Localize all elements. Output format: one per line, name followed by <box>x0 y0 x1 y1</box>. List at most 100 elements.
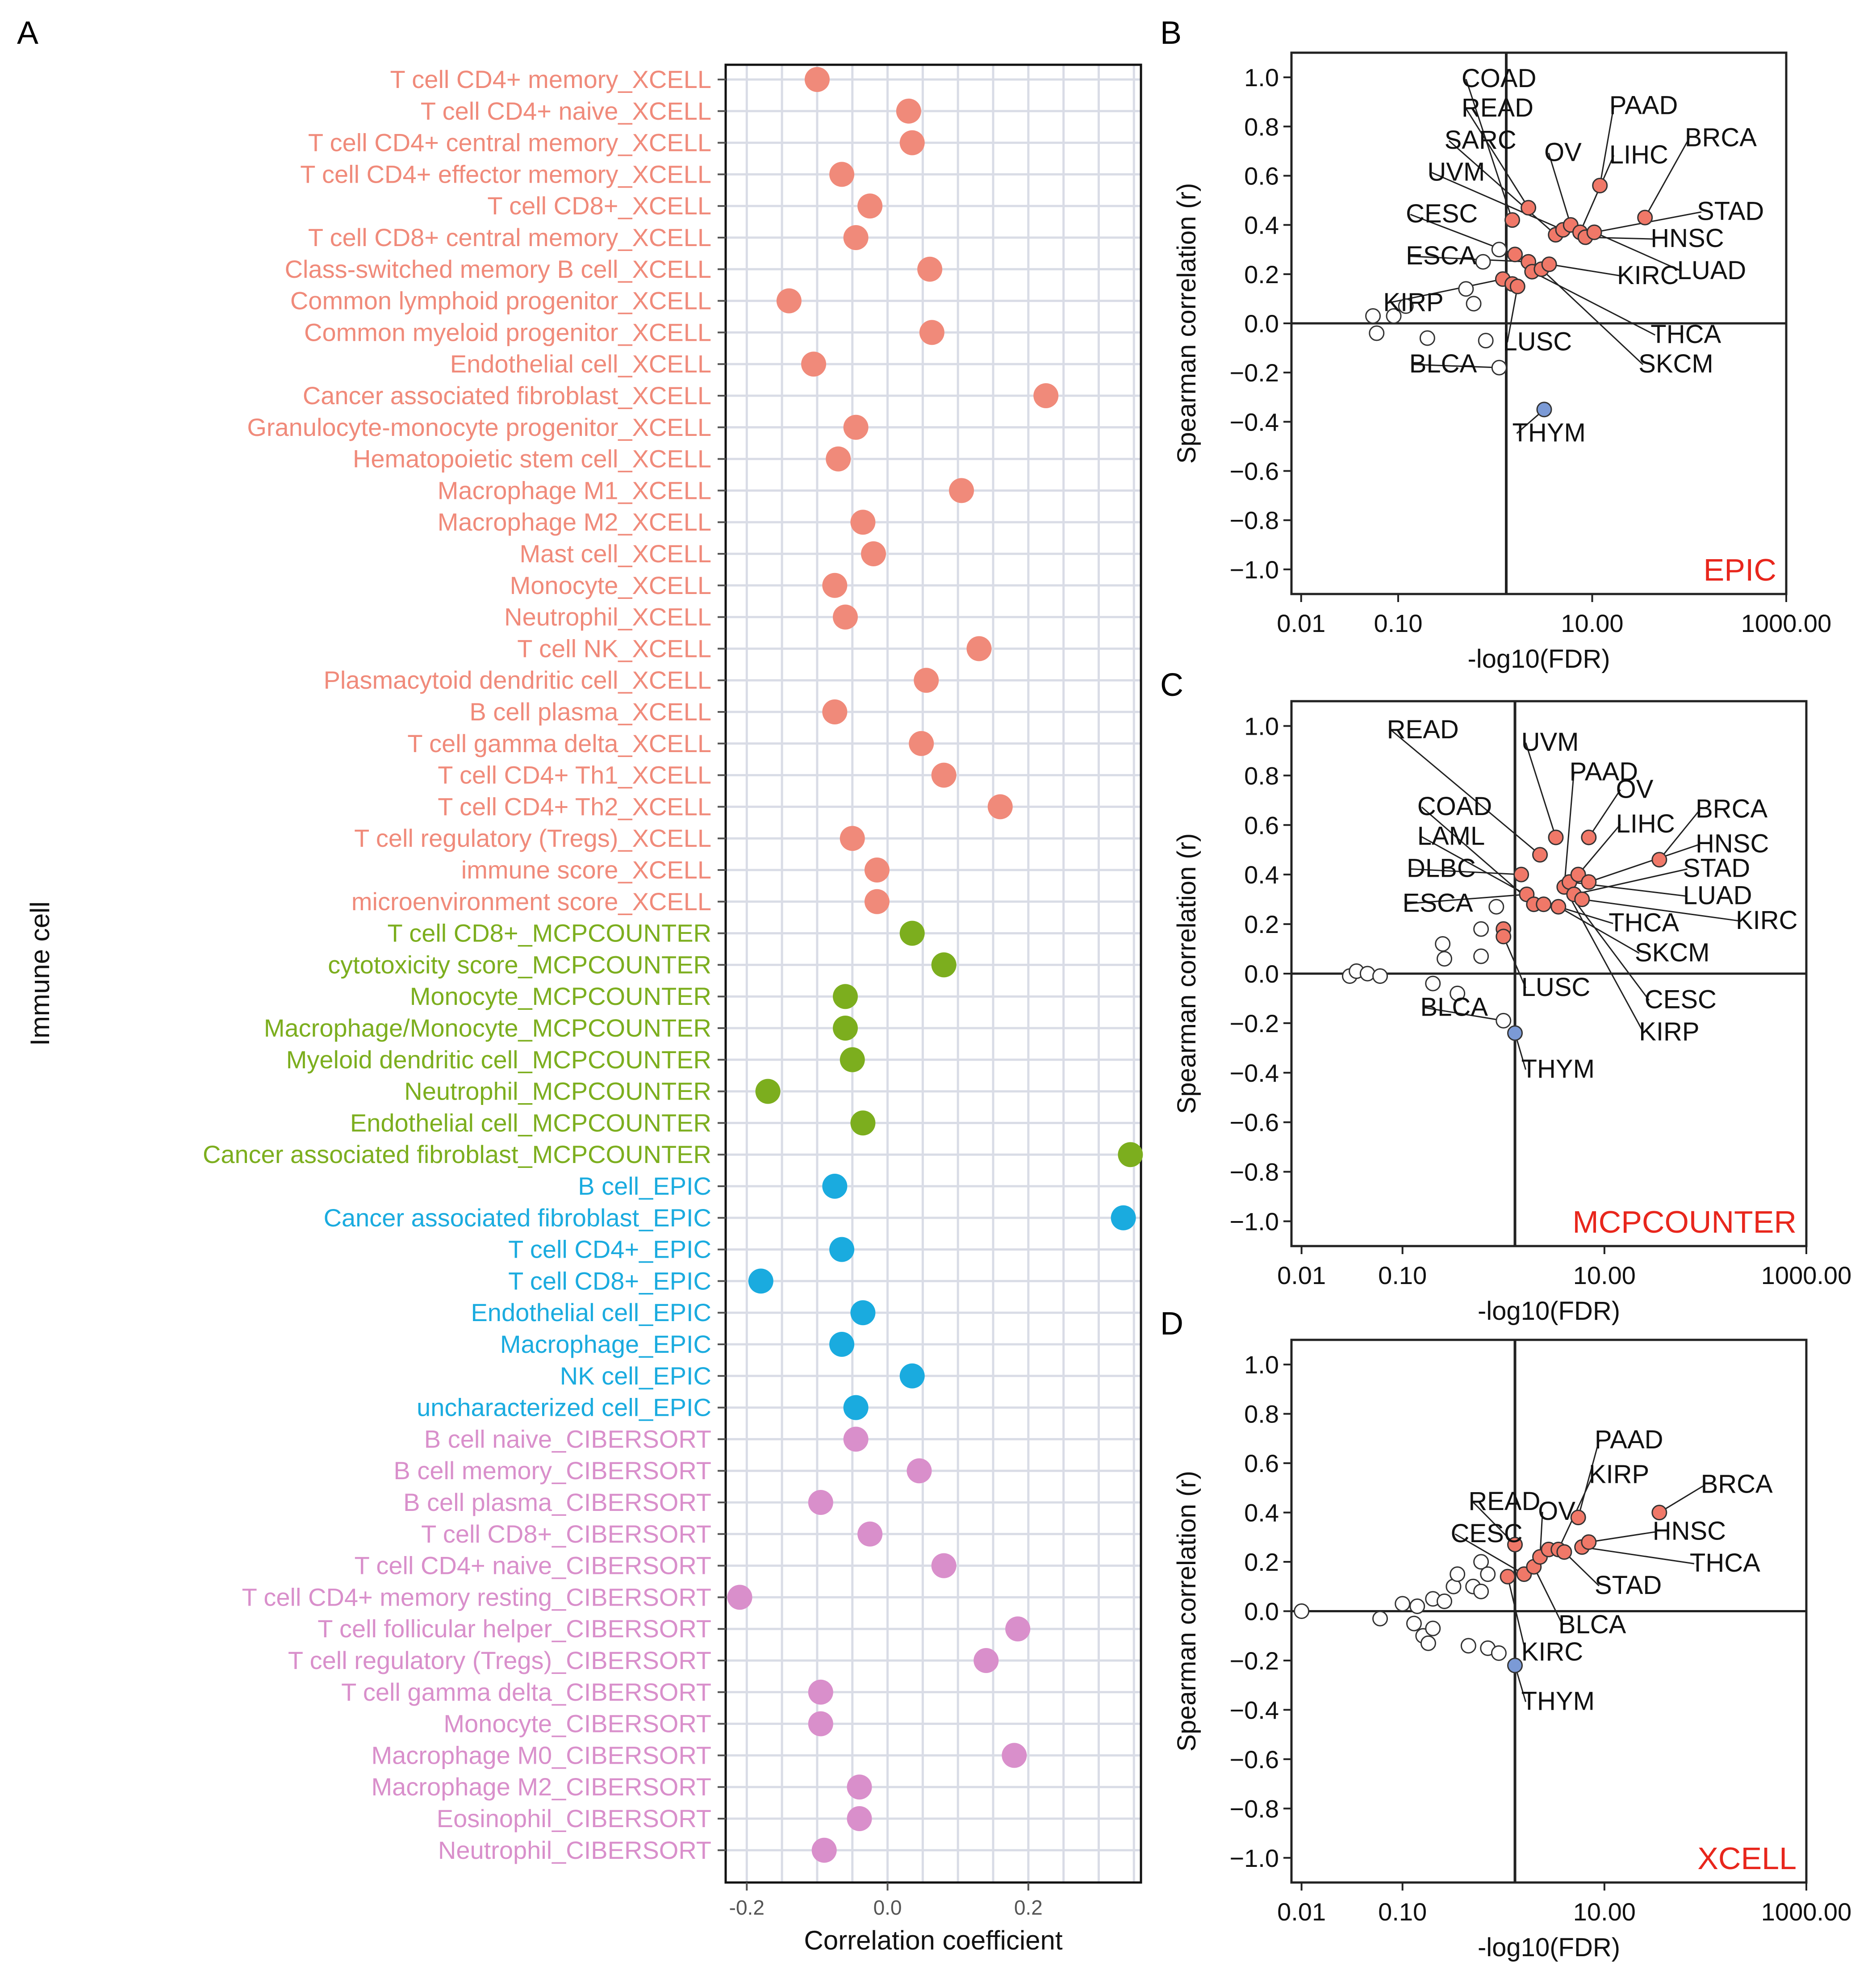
x-tick-label: 1000.00 <box>1761 1261 1851 1289</box>
y-tick-label: −1.0 <box>1229 1844 1279 1872</box>
y-tick-label: Cancer associated fibroblast_EPIC <box>324 1204 711 1232</box>
y-tick-label: −0.8 <box>1229 1158 1279 1186</box>
label-leader-line <box>1558 906 1640 954</box>
y-tick-label: 1.0 <box>1244 63 1279 92</box>
dot-point <box>914 668 939 693</box>
x-tick-label: 0.01 <box>1277 1898 1326 1926</box>
point-nonsignificant <box>1395 1596 1411 1612</box>
cancer-label: DLBC <box>1407 854 1476 883</box>
cancer-label: THYM <box>1521 1054 1595 1083</box>
y-tick-label: Endothelial cell_EPIC <box>471 1298 711 1326</box>
label-leader-line <box>1579 155 1615 233</box>
y-tick-label: T cell CD8+_MCPCOUNTER <box>387 919 711 947</box>
y-tick-label: microenvironment score_XCELL <box>351 887 711 916</box>
x-tick-label: 0.10 <box>1378 1261 1427 1289</box>
dot-point <box>850 510 876 535</box>
y-tick-label: −0.8 <box>1229 1795 1279 1823</box>
label-leader-line <box>1532 271 1655 336</box>
point-positive <box>1513 866 1529 883</box>
cancer-label: LUAD <box>1683 881 1752 910</box>
y-tick-label: T cell CD4+ central memory_XCELL <box>308 129 711 157</box>
label-leader-line <box>1588 789 1621 838</box>
x-tick-label: 0.2 <box>1014 1896 1043 1919</box>
y-tick-label: 0.8 <box>1244 1400 1279 1428</box>
dot-point <box>804 67 830 92</box>
y-tick-label: Macrophage M1_XCELL <box>438 476 711 504</box>
dot-point <box>826 446 851 472</box>
x-axis-label: -log10(FDR) <box>1478 1933 1620 1962</box>
point-negative <box>1507 1657 1523 1673</box>
y-tick-label: Cancer associated fibroblast_MCPCOUNTER <box>203 1140 711 1168</box>
scatter-chart-b: −1.0 −0.8 −0.6 −0.4 −0.2 0.0 0.2 0.4 0.6 0.8 1.0 0.… <box>1172 51 1831 674</box>
method-label: EPIC <box>1704 552 1776 587</box>
cancer-label: UVM <box>1521 728 1579 757</box>
point-nonsignificant <box>1372 968 1388 984</box>
cancer-label: READ <box>1387 715 1459 744</box>
y-tick-label: −0.2 <box>1229 1009 1279 1037</box>
cancer-label: KIRC <box>1521 1637 1584 1666</box>
dot-point <box>776 288 802 314</box>
y-tick-label: Neutrophil_MCPCOUNTER <box>404 1077 711 1105</box>
x-tick-label: 10.00 <box>1573 1898 1636 1926</box>
cancer-label: CESC <box>1451 1519 1523 1548</box>
y-tick-label: Cancer associated fibroblast_XCELL <box>303 381 711 410</box>
point-positive <box>1637 209 1653 226</box>
cancer-label: OV <box>1544 138 1582 167</box>
y-tick-label: T cell CD8+_CIBERSORT <box>421 1520 711 1548</box>
point-nonsignificant <box>1425 975 1441 991</box>
point-negative <box>1536 402 1552 418</box>
point-positive <box>1496 929 1512 945</box>
dot-point <box>857 1521 883 1547</box>
cancer-label: KIRP <box>1383 288 1443 317</box>
dot-point <box>931 1553 957 1578</box>
cancer-label: BLCA <box>1558 1610 1626 1639</box>
y-tick-label: −1.0 <box>1229 556 1279 584</box>
x-tick-label: 0.0 <box>873 1896 902 1919</box>
x-tick-label: 0.10 <box>1378 1898 1427 1926</box>
y-tick-label: −0.6 <box>1229 457 1279 485</box>
y-tick-label: −0.8 <box>1229 506 1279 535</box>
point-nonsignificant <box>1435 936 1451 952</box>
y-tick-label: B cell plasma_XCELL <box>469 698 711 726</box>
label-leader-line <box>1582 1546 1695 1565</box>
dot-point <box>899 130 925 155</box>
dot-point <box>899 920 925 946</box>
y-tick-label: Monocyte_MCPCOUNTER <box>410 982 711 1010</box>
y-tick-label: T cell CD4+ Th1_XCELL <box>438 761 711 789</box>
point-nonsignificant <box>1437 951 1453 967</box>
cancer-label: BRCA <box>1685 123 1757 152</box>
label-leader-line <box>1533 1566 1564 1626</box>
x-tick-label: 0.01 <box>1277 1261 1326 1289</box>
point-nonsignificant <box>1425 1620 1441 1636</box>
label-leader-line <box>1465 108 1529 208</box>
dot-point <box>931 762 957 788</box>
point-positive <box>1509 278 1525 294</box>
plot-frame <box>724 63 1142 1884</box>
point-nonsignificant <box>1478 333 1494 349</box>
y-tick-label: −0.6 <box>1229 1745 1279 1774</box>
cancer-label: STAD <box>1595 1571 1662 1600</box>
y-tick-label: Endothelial cell_MCPCOUNTER <box>350 1109 711 1137</box>
dot-point <box>909 731 934 756</box>
label-leader-line <box>1472 1502 1516 1545</box>
y-tick-label: Neutrophil_XCELL <box>504 603 711 631</box>
cancer-label: HNSC <box>1653 1516 1726 1545</box>
point-nonsignificant <box>1480 1566 1496 1582</box>
y-tick-label: −0.4 <box>1229 408 1279 436</box>
cancer-label: STAD <box>1683 854 1750 883</box>
y-tick-label: uncharacterized cell_EPIC <box>417 1393 711 1422</box>
y-tick-label: T cell CD4+ effector memory_XCELL <box>300 160 711 188</box>
dot-point <box>861 541 886 566</box>
cancer-label: THYM <box>1512 418 1585 447</box>
x-tick-label: 10.00 <box>1561 609 1623 637</box>
y-tick-label: T cell CD4+ memory resting_CIBERSORT <box>242 1583 711 1611</box>
label-leader-line <box>1588 843 1701 883</box>
label-leader-line <box>1659 1484 1706 1513</box>
cancer-label: BRCA <box>1696 795 1767 824</box>
point-positive <box>1581 874 1597 890</box>
x-tick-label: 10.00 <box>1573 1261 1636 1289</box>
point-nonsignificant <box>1496 1012 1512 1029</box>
y-tick-label: −0.4 <box>1229 1696 1279 1724</box>
point-nonsignificant <box>1473 1554 1489 1570</box>
